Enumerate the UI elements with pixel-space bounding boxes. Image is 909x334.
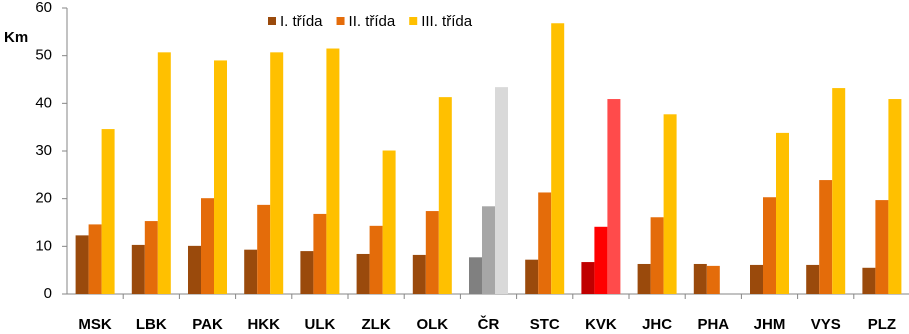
bar xyxy=(313,213,327,294)
bar xyxy=(525,259,539,294)
bar xyxy=(425,211,439,294)
bar xyxy=(637,263,651,294)
legend-swatch xyxy=(268,17,276,25)
bar xyxy=(538,192,552,294)
legend-swatch xyxy=(409,17,418,25)
y-tick-label: 30 xyxy=(35,142,52,159)
bar xyxy=(495,87,508,294)
y-tick-label: 20 xyxy=(35,190,52,207)
bar xyxy=(581,262,595,294)
bar xyxy=(188,245,201,294)
bar xyxy=(438,97,452,295)
y-tick-label: 50 xyxy=(35,47,52,64)
bar xyxy=(412,254,426,294)
bar xyxy=(806,264,820,294)
bar xyxy=(663,114,677,295)
x-tick-label: STC xyxy=(530,316,560,333)
bar xyxy=(693,263,707,294)
bar xyxy=(101,129,115,294)
bar xyxy=(214,60,227,294)
bar xyxy=(888,99,902,294)
bar xyxy=(131,244,145,294)
bar xyxy=(144,221,158,294)
x-tick-label: JHC xyxy=(642,316,672,333)
x-tick-label: PHA xyxy=(697,316,729,333)
bar xyxy=(763,197,776,294)
y-axis-label: Km xyxy=(4,29,28,46)
x-tick-label: PAK xyxy=(192,316,223,333)
bar xyxy=(75,235,89,294)
bar xyxy=(469,257,482,294)
bar xyxy=(551,23,565,295)
bar xyxy=(257,204,271,294)
bar xyxy=(776,132,789,294)
bar xyxy=(819,180,833,294)
bar xyxy=(875,200,889,294)
bar xyxy=(650,217,664,294)
x-tick-label: HKK xyxy=(247,316,280,333)
bar xyxy=(270,52,284,294)
y-tick-label: 60 xyxy=(35,0,52,16)
x-tick-label: ČR xyxy=(478,315,500,333)
bar xyxy=(594,226,608,294)
bar xyxy=(862,267,876,294)
x-tick-label: ULK xyxy=(304,316,335,333)
x-tick-label: JHM xyxy=(754,316,786,333)
bar xyxy=(326,48,340,295)
x-tick-label: VYS xyxy=(811,316,841,333)
x-tick-label: KVK xyxy=(585,316,617,333)
bar xyxy=(832,88,846,294)
bar xyxy=(157,52,171,294)
bar xyxy=(706,265,720,294)
y-tick-label: 40 xyxy=(35,94,52,111)
bar xyxy=(300,251,314,294)
bar xyxy=(607,99,621,294)
x-tick-label: OLK xyxy=(416,316,448,333)
legend-label: II. třída xyxy=(349,13,396,30)
bar xyxy=(382,150,396,294)
y-tick-label: 0 xyxy=(44,285,52,302)
legend-label: I. třída xyxy=(280,13,323,30)
x-tick-label: MSK xyxy=(78,316,112,333)
x-tick-label: PLZ xyxy=(868,316,896,333)
bar xyxy=(356,253,370,294)
bar xyxy=(244,249,258,294)
x-tick-label: LBK xyxy=(136,316,167,333)
bar xyxy=(201,198,214,294)
bar xyxy=(88,224,102,294)
y-tick-label: 10 xyxy=(35,237,52,254)
bar xyxy=(482,206,495,294)
legend-swatch xyxy=(336,17,345,25)
bar xyxy=(750,264,763,294)
x-tick-label: ZLK xyxy=(362,316,391,333)
bar xyxy=(369,225,383,294)
legend-label: III. třída xyxy=(421,13,473,30)
